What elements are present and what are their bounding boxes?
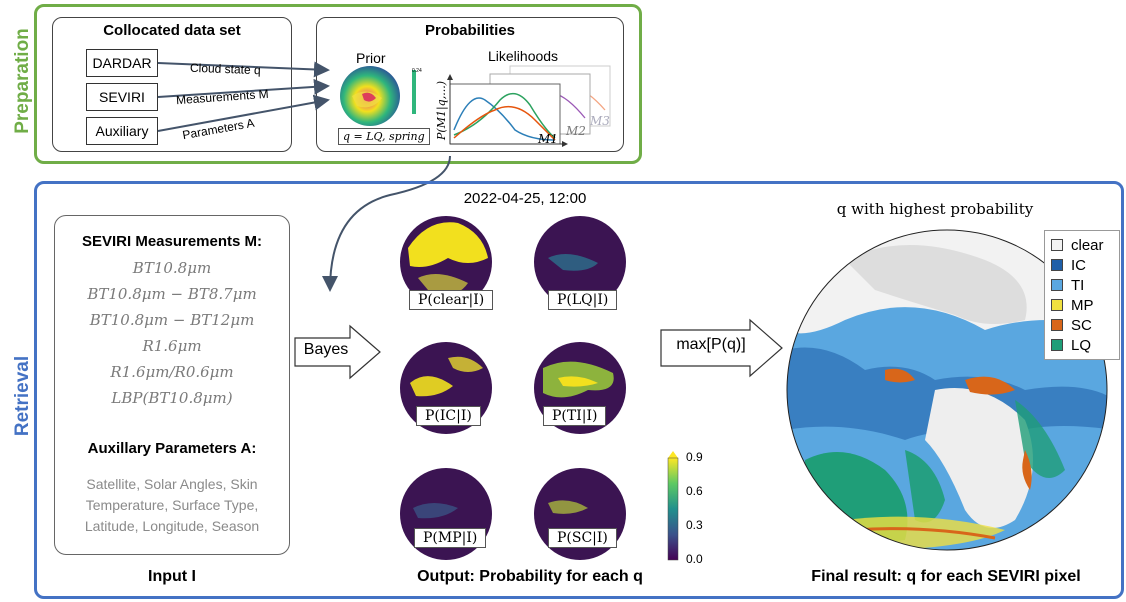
likelihoods-label: Likelihoods [488, 48, 559, 64]
collocated-title: Collocated data set [103, 22, 241, 39]
globe-clear [400, 216, 492, 308]
max-arrow [660, 318, 783, 378]
aux-param-line: Latitude, Longitude, Season [84, 518, 260, 534]
panel-label-lq: P(LQ|I) [548, 290, 618, 310]
legend-label: IC [1071, 256, 1086, 274]
legend-item-mp: MP [1051, 295, 1113, 315]
preparation-panel [34, 4, 642, 164]
legend-swatch [1051, 319, 1063, 331]
panel-label-ic: P(IC|I) [416, 406, 481, 426]
legend-label: SC [1071, 316, 1092, 334]
legend-label: TI [1071, 276, 1085, 294]
panel-label-sc: P(SC|I) [548, 528, 617, 548]
legend-item-lq: LQ [1051, 335, 1113, 355]
prior-caption: q = LQ, spring [338, 128, 430, 145]
legend-swatch [1051, 259, 1063, 271]
legend-item-sc: SC [1051, 315, 1113, 335]
axis-label-m1: M1 [538, 132, 558, 146]
axis-label-m3: M3 [590, 114, 610, 128]
measurement-item: BT10.8μm − BT12μm [89, 311, 255, 329]
legend-swatch [1051, 339, 1063, 351]
retrieval-panel [34, 181, 1124, 599]
prior-label: Prior [356, 50, 386, 66]
panel-label-clear: P(clear|I) [409, 290, 494, 310]
prior-colorbar-max: 0.24 [412, 68, 422, 74]
legend-item-ic: IC [1051, 255, 1113, 275]
result-legend: clear IC TI MP SC LQ [1044, 230, 1120, 360]
aux-params: Satellite, Solar Angles, Skin Temperatur… [54, 474, 290, 537]
measurement-item: R1.6μm/R0.6μm [110, 363, 234, 381]
globe-lq [534, 216, 626, 308]
bayes-label: Bayes [303, 341, 349, 358]
legend-swatch [1051, 299, 1063, 311]
measurements-list: BT10.8μm BT10.8μm − BT8.7μm BT10.8μm − B… [54, 255, 290, 411]
output-colorbar [667, 451, 679, 561]
panel-label-ti: P(TI|I) [543, 406, 607, 426]
colorbar-tick: 0.9 [686, 450, 703, 464]
output-datetime: 2022-04-25, 12:00 [463, 190, 587, 207]
auxiliary-box: Auxiliary [86, 117, 158, 145]
legend-item-ti: TI [1051, 275, 1113, 295]
legend-swatch [1051, 279, 1063, 291]
result-title: q with highest probability [836, 200, 1034, 218]
probabilities-title: Probabilities [424, 22, 516, 39]
aux-param-line: Satellite, Solar Angles, Skin [86, 476, 258, 492]
result-caption: Final result: q for each SEVIRI pixel [811, 568, 1081, 585]
axis-label-m2: M2 [566, 124, 586, 138]
legend-label: clear [1071, 236, 1104, 254]
measurement-item: LBP(BT10.8μm) [111, 389, 233, 407]
legend-label: MP [1071, 296, 1094, 314]
bayes-arrow [294, 324, 381, 380]
prior-map: 0.24 [340, 66, 422, 126]
retrieval-side-label: Retrieval [12, 355, 33, 437]
colorbar-tick: 0.3 [686, 518, 703, 532]
legend-item-clear: clear [1051, 235, 1113, 255]
legend-swatch [1051, 239, 1063, 251]
measurement-item: BT10.8μm − BT8.7μm [87, 285, 257, 303]
colorbar-tick: 0.0 [686, 552, 703, 566]
seviri-box: SEVIRI [86, 83, 158, 111]
colorbar-tick: 0.6 [686, 484, 703, 498]
aux-title: Auxillary Parameters A: [87, 440, 257, 457]
aux-param-line: Temperature, Surface Type, [85, 497, 259, 513]
likelihood-plots [447, 65, 611, 147]
collocated-data-box [52, 17, 292, 152]
measurement-item: R1.6μm [142, 337, 202, 355]
output-globes [400, 216, 626, 560]
dardar-box: DARDAR [86, 49, 158, 77]
panel-label-mp: P(MP|I) [414, 528, 487, 548]
measurements-title: SEVIRI Measurements M: [81, 233, 263, 250]
arrow-label-cloud-state: Cloud state q [189, 60, 261, 78]
input-caption: Input I [148, 568, 196, 585]
output-caption: Output: Probability for each q [417, 568, 643, 585]
input-box [54, 215, 290, 555]
measurement-item: BT10.8μm [132, 259, 212, 277]
max-label: max[P(q)] [676, 336, 746, 353]
legend-label: LQ [1071, 336, 1092, 354]
